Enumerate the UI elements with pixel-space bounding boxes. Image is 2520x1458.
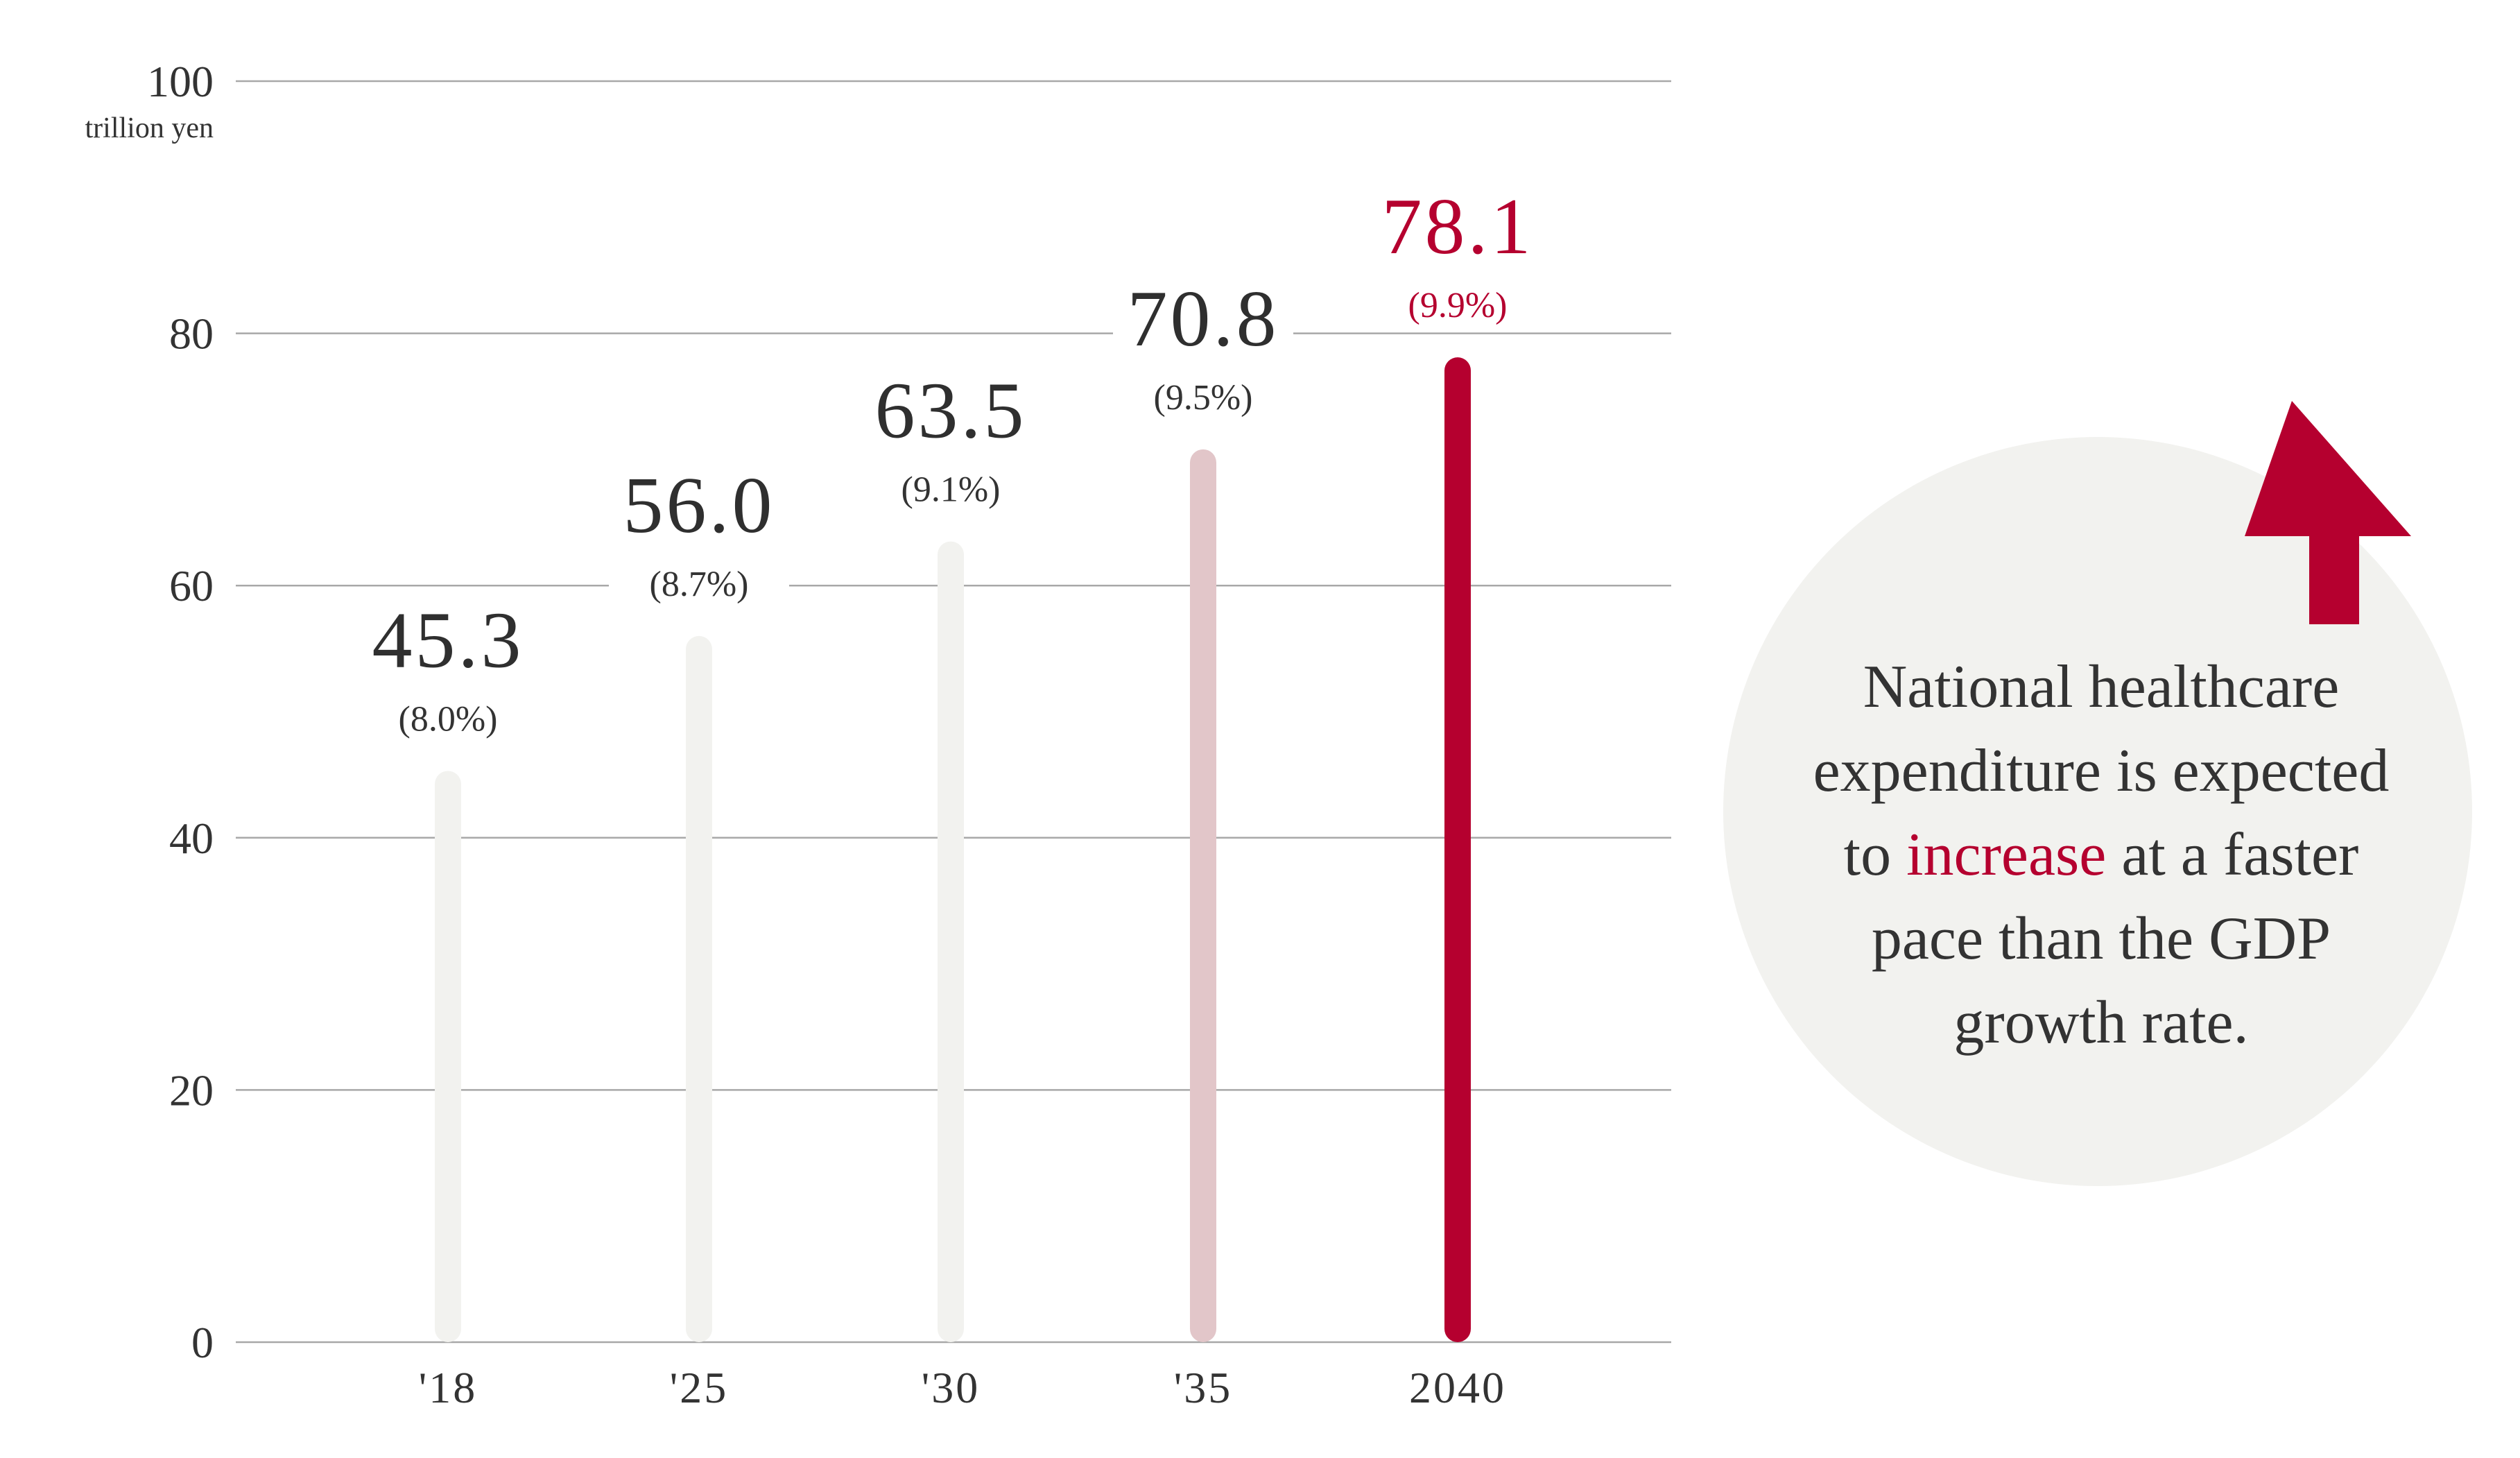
share-label: (8.7%) [650, 565, 749, 604]
value-label: 63.5 [875, 367, 1027, 456]
x-category-label: '25 [670, 1363, 729, 1412]
share-label: (9.9%) [1408, 286, 1508, 325]
label-backdrop [1113, 279, 1293, 415]
label-backdrop [609, 465, 789, 601]
callout-line-1: National healthcare [1863, 653, 2340, 721]
y-tick-label: 40 [169, 814, 214, 863]
up-arrow-icon [2245, 401, 2411, 624]
value-label: 78.1 [1382, 182, 1534, 271]
callout-text: National healthcare expenditure is expec… [1727, 645, 2476, 1065]
y-tick-label: 60 [169, 561, 214, 610]
share-label: (9.1%) [901, 470, 1001, 510]
callout-line-5: growth rate. [1953, 989, 2249, 1056]
x-category-label: '35 [1174, 1363, 1233, 1412]
value-label: 45.3 [372, 596, 524, 685]
callout-bubble [1723, 437, 2472, 1186]
data-labels: 45.3 (8.0%) 56.0 (8.7%) 63.5 (9.1%) 70.8 (9.5%)… [358, 182, 1548, 739]
x-category-label: '30 [922, 1363, 981, 1412]
callout-line-4: pace than the GDP [1871, 905, 2331, 972]
callout-line-2: expenditure is expected [1813, 737, 2390, 805]
y-axis-ticks: 0 20 40 60 80 100 [147, 57, 214, 1367]
y-tick-label: 100 [147, 57, 214, 106]
callout-line-3: to increase at a faster [1843, 821, 2359, 889]
y-tick-label: 20 [169, 1065, 214, 1115]
value-label: 70.8 [1128, 275, 1279, 363]
x-axis-categories: '18 '25 '30 '35 2040 [419, 1363, 1506, 1412]
y-tick-label: 80 [169, 309, 214, 359]
y-tick-label: 0 [191, 1318, 214, 1367]
label-backdrop [358, 601, 538, 737]
y-axis-unit-label: trillion yen [85, 112, 214, 144]
label-backdrop [1367, 187, 1548, 323]
value-label: 56.0 [623, 461, 775, 550]
x-category-label: '18 [419, 1363, 478, 1412]
callout-highlight: increase [1906, 821, 2107, 889]
label-backdrop [861, 371, 1041, 507]
bars [435, 357, 1471, 1342]
x-category-label: 2040 [1409, 1363, 1506, 1412]
share-label: (9.5%) [1154, 378, 1253, 418]
share-label: (8.0%) [399, 699, 498, 739]
